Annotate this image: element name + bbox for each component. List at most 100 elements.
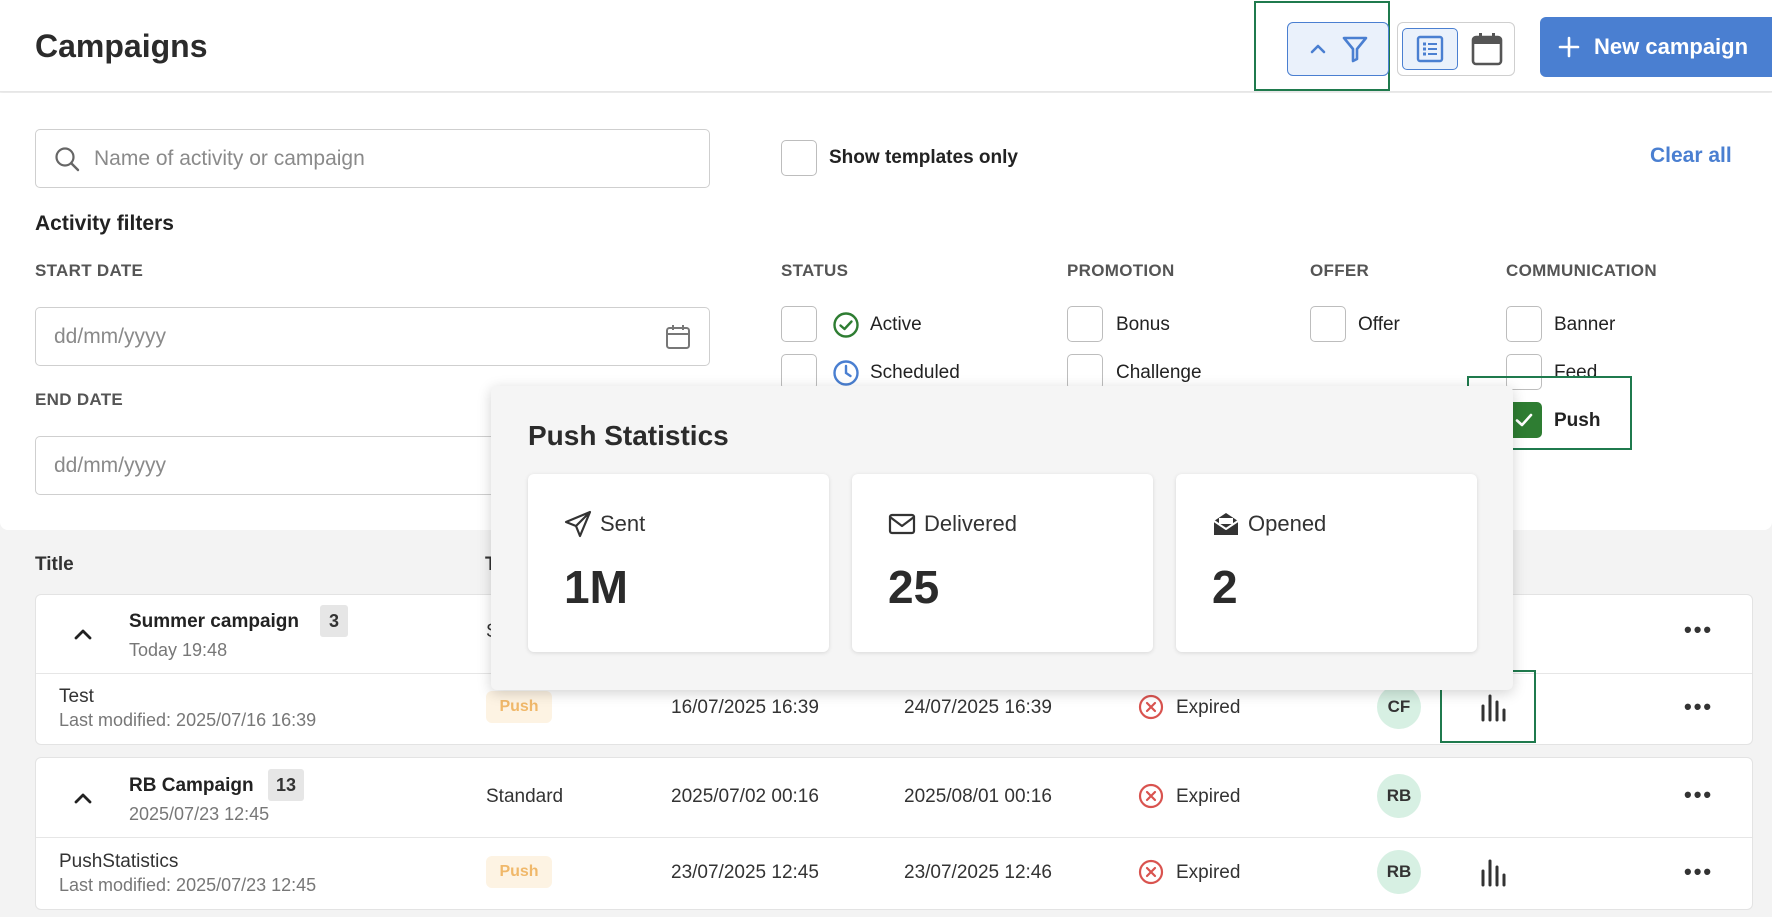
more-options-icon[interactable]: ••• [1684, 694, 1714, 719]
show-templates-checkbox[interactable] [781, 140, 817, 176]
new-campaign-button[interactable]: New campaign [1540, 17, 1772, 77]
start-date-placeholder: dd/mm/yyyy [54, 324, 167, 348]
status-heading: STATUS [781, 261, 849, 280]
expired-icon [1138, 859, 1164, 885]
stat-value: 2 [1212, 561, 1238, 613]
more-options-icon[interactable]: ••• [1684, 617, 1714, 642]
filter-panel: Show templates only Clear all Activity f… [0, 93, 1772, 530]
check-icon [1515, 413, 1533, 427]
activity-end: 24/07/2025 16:39 [904, 697, 1052, 718]
status-scheduled-label: Scheduled [870, 362, 960, 383]
column-title: Title [35, 554, 74, 575]
clock-icon [833, 360, 859, 386]
end-date-label: END DATE [35, 390, 124, 409]
offer-heading: OFFER [1310, 261, 1370, 280]
new-campaign-label: New campaign [1594, 34, 1749, 59]
campaign-start: 2025/07/02 00:16 [671, 786, 819, 807]
push-badge: Push [486, 691, 552, 723]
offer-checkbox[interactable] [1310, 306, 1346, 342]
campaign-name[interactable]: RB Campaign [129, 775, 254, 796]
promotion-challenge-label: Challenge [1116, 362, 1202, 383]
campaign-status: Expired [1176, 786, 1241, 807]
activity-name[interactable]: PushStatistics [59, 851, 179, 872]
communication-banner-label: Banner [1554, 314, 1616, 335]
mail-icon [888, 513, 916, 535]
push-statistics-popover: Push Statistics Sent 1M Delivered 25 Ope… [491, 386, 1513, 690]
activity-status: Expired [1176, 697, 1241, 718]
campaign-type: Standard [486, 786, 564, 807]
stat-card-sent: Sent 1M [528, 474, 829, 652]
calendar-view-button[interactable] [1464, 28, 1510, 70]
clear-all-link[interactable]: Clear all [1650, 144, 1732, 167]
campaign-end: 2025/08/01 00:16 [904, 786, 1052, 807]
calendar-icon [666, 325, 690, 349]
activity-count-badge: 13 [268, 769, 305, 801]
page-header: Campaigns New campaign [0, 0, 1772, 92]
start-date-label: START DATE [35, 261, 144, 280]
expired-icon [1138, 694, 1164, 720]
activity-status: Expired [1176, 862, 1241, 883]
search-field[interactable] [35, 129, 710, 188]
stat-label: Sent [600, 511, 646, 536]
calendar-icon [1471, 33, 1503, 66]
communication-push-label: Push [1554, 410, 1601, 431]
avatar: RB [1377, 850, 1421, 894]
search-icon [55, 146, 80, 171]
column-type: T [485, 554, 497, 576]
list-view-button[interactable] [1402, 28, 1458, 70]
promotion-bonus-checkbox[interactable] [1067, 306, 1103, 342]
activity-start: 23/07/2025 12:45 [671, 862, 819, 883]
expired-icon [1138, 783, 1164, 809]
show-templates-label: Show templates only [829, 147, 1018, 168]
chevron-up-icon [1310, 44, 1326, 54]
activity-count-badge: 3 [320, 605, 348, 637]
offer-label: Offer [1358, 314, 1400, 335]
activity-end: 23/07/2025 12:46 [904, 862, 1052, 883]
activity-name[interactable]: Test [59, 686, 94, 707]
communication-feed-checkbox[interactable] [1506, 354, 1542, 390]
mail-open-icon [1213, 513, 1239, 535]
activity-modified: Last modified: 2025/07/23 12:45 [59, 875, 317, 895]
status-scheduled-checkbox[interactable] [781, 354, 817, 390]
filter-icon [1342, 36, 1368, 63]
avatar: RB [1377, 774, 1421, 818]
campaign-date: Today 19:48 [129, 640, 228, 660]
campaign-row: RB Campaign 13 2025/07/23 12:45 Standard… [35, 757, 1753, 910]
chevron-up-icon[interactable] [72, 623, 94, 645]
stat-label: Delivered [924, 511, 1017, 536]
push-badge: Push [486, 856, 552, 888]
send-icon [564, 510, 592, 538]
promotion-bonus-label: Bonus [1116, 314, 1170, 335]
bar-chart-icon[interactable] [1478, 692, 1508, 722]
page-title: Campaigns [35, 28, 208, 64]
campaign-date: 2025/07/23 12:45 [129, 804, 270, 824]
bar-chart-icon[interactable] [1478, 857, 1508, 887]
stat-label: Opened [1248, 511, 1327, 536]
view-switcher [1397, 22, 1515, 76]
start-date-input[interactable]: dd/mm/yyyy [35, 307, 710, 366]
list-icon [1416, 35, 1444, 63]
stat-card-opened: Opened 2 [1176, 474, 1477, 652]
stat-card-delivered: Delivered 25 [852, 474, 1153, 652]
filter-toggle-button[interactable] [1287, 22, 1389, 76]
promotion-challenge-checkbox[interactable] [1067, 354, 1103, 390]
more-options-icon[interactable]: ••• [1684, 859, 1714, 884]
status-active-checkbox[interactable] [781, 306, 817, 342]
search-input[interactable] [94, 146, 654, 171]
more-options-icon[interactable]: ••• [1684, 782, 1714, 807]
communication-banner-checkbox[interactable] [1506, 306, 1542, 342]
promotion-heading: PROMOTION [1067, 261, 1175, 280]
chevron-up-icon[interactable] [72, 787, 94, 809]
activity-modified: Last modified: 2025/07/16 16:39 [59, 710, 317, 730]
end-date-placeholder: dd/mm/yyyy [54, 453, 167, 477]
row-divider [36, 837, 1752, 838]
stat-value: 25 [888, 561, 940, 613]
status-active-label: Active [870, 314, 922, 335]
plus-icon [1558, 36, 1580, 58]
avatar: CF [1377, 685, 1421, 729]
activity-filters-title: Activity filters [35, 212, 174, 235]
popover-title: Push Statistics [528, 420, 729, 451]
campaign-name[interactable]: Summer campaign [129, 611, 299, 632]
filter-toggle-highlight [1254, 1, 1390, 91]
activity-start: 16/07/2025 16:39 [671, 697, 819, 718]
